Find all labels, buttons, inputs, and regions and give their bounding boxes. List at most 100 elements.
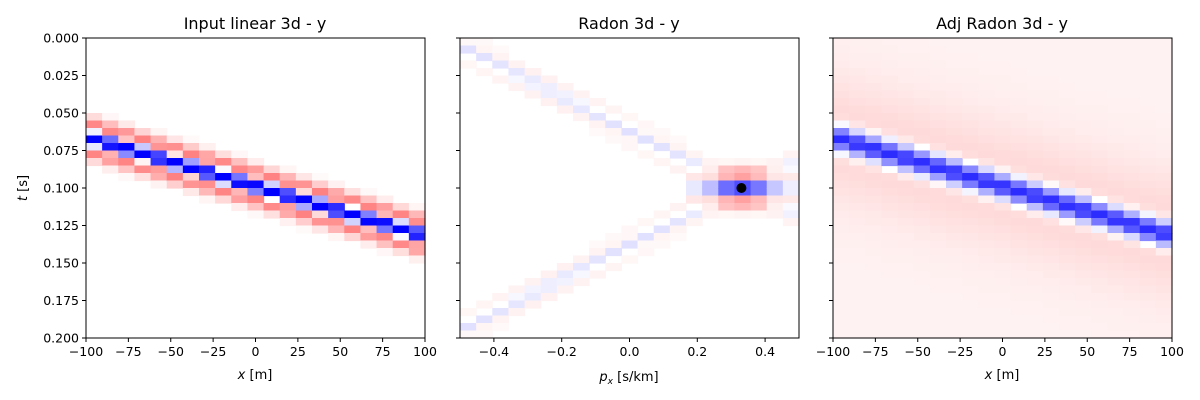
heatmap-cell: [913, 128, 931, 137]
heatmap-cell: [1010, 323, 1028, 332]
heatmap-cell: [1155, 75, 1173, 84]
heatmap-cell: [1075, 240, 1092, 249]
heatmap-cell: [1026, 98, 1044, 107]
heatmap-cell: [978, 60, 996, 69]
heatmap-cell: [408, 203, 426, 212]
heatmap-cell: [734, 173, 752, 182]
x-tick-label: 0.4: [755, 344, 775, 359]
heatmap-cell: [1091, 120, 1109, 129]
heatmap-cell: [833, 98, 850, 107]
heatmap-cell: [1123, 308, 1141, 317]
heatmap-cell: [994, 195, 1012, 204]
heatmap-cell: [295, 210, 313, 219]
heatmap-cell: [913, 45, 931, 54]
heatmap-cell: [849, 68, 866, 77]
heatmap-cell: [1026, 143, 1044, 152]
heatmap-cell: [766, 173, 784, 182]
heatmap-cell: [279, 188, 297, 197]
heatmap-cell: [929, 263, 947, 272]
heatmap-cell: [376, 195, 394, 204]
heatmap-cell: [1091, 90, 1109, 99]
heatmap-cell: [231, 158, 249, 167]
heatmap-cell: [865, 218, 883, 227]
heatmap-cell: [392, 225, 410, 234]
heatmap-cell: [929, 330, 947, 339]
heatmap-cell: [1107, 120, 1125, 129]
heatmap-cell: [978, 38, 996, 47]
heatmap-cell: [1075, 165, 1092, 174]
heatmap-cell: [833, 263, 850, 272]
y-axis-label: t [s]: [16, 175, 31, 201]
heatmap-cell: [1026, 158, 1044, 167]
heatmap-cell: [946, 165, 963, 174]
heatmap-cell: [573, 255, 590, 264]
heatmap-cell: [929, 53, 947, 62]
heatmap-cell: [1123, 300, 1141, 309]
x-tick-label: 25: [1037, 344, 1053, 359]
heatmap-cells: [86, 113, 426, 264]
heatmap-cell: [1107, 285, 1125, 294]
heatmap-cell: [962, 143, 979, 152]
heatmap-cell: [833, 173, 850, 182]
heatmap-cell: [1091, 45, 1109, 54]
x-tick-label: −50: [158, 344, 184, 359]
heatmap-cell: [86, 150, 103, 159]
heatmap-cell: [962, 150, 979, 159]
heatmap-cell: [540, 90, 558, 99]
heatmap-cell: [1010, 278, 1028, 287]
heatmap-cell: [247, 195, 265, 204]
heatmap-cell: [766, 180, 784, 189]
heatmap-cell: [1107, 315, 1125, 324]
heatmap-cell: [1139, 255, 1157, 264]
heatmap-cell: [150, 143, 168, 152]
heatmap-cell: [86, 120, 103, 129]
heatmap-cell: [653, 135, 671, 144]
heatmap-cell: [118, 150, 136, 159]
heatmap-cell: [1123, 113, 1141, 122]
heatmap-cell: [1139, 195, 1157, 204]
heatmap-cell: [702, 210, 719, 219]
heatmap-cell: [881, 240, 899, 249]
heatmap-cell: [978, 248, 996, 257]
heatmap-cell: [1075, 120, 1092, 129]
heatmap-cell: [408, 255, 426, 264]
heatmap-cell: [508, 60, 526, 69]
heatmap-cell: [1107, 300, 1125, 309]
heatmap-cell: [1139, 180, 1157, 189]
heatmap-cell: [946, 248, 963, 257]
heatmap-cell: [408, 210, 426, 219]
heatmap-cell: [978, 330, 996, 339]
heatmap-cell: [1059, 150, 1076, 159]
heatmap-cell: [881, 105, 899, 114]
heatmap-cell: [166, 143, 184, 152]
heatmap-cell: [1059, 128, 1076, 137]
heatmap-cell: [833, 285, 850, 294]
heatmap-cell: [86, 113, 103, 122]
heatmap-cell: [962, 233, 979, 242]
heatmap-cell: [1139, 278, 1157, 287]
heatmap-cell: [1075, 143, 1092, 152]
heatmap-cell: [231, 173, 249, 182]
heatmap-cell: [978, 263, 996, 272]
heatmap-cell: [929, 60, 947, 69]
heatmap-cell: [1123, 158, 1141, 167]
heatmap-cell: [881, 248, 899, 257]
heatmap-cell: [476, 330, 493, 339]
heatmap-cell: [589, 98, 606, 107]
heatmap-cell: [833, 195, 850, 204]
heatmap-cell: [1059, 83, 1076, 92]
heatmap-cell: [881, 263, 899, 272]
heatmap-cell: [962, 165, 979, 174]
heatmap-cell: [247, 165, 265, 174]
heatmap-cell: [994, 323, 1012, 332]
heatmap-cell: [134, 128, 152, 137]
heatmap-cell: [994, 75, 1012, 84]
heatmap-cell: [1123, 285, 1141, 294]
heatmap-cell: [1091, 203, 1109, 212]
heatmap-cell: [621, 240, 639, 249]
heatmap-cell: [1075, 270, 1092, 279]
heatmap-cell: [913, 225, 931, 234]
heatmap-cell: [1042, 173, 1060, 182]
heatmap-cell: [605, 248, 623, 257]
heatmap-cell: [766, 188, 784, 197]
